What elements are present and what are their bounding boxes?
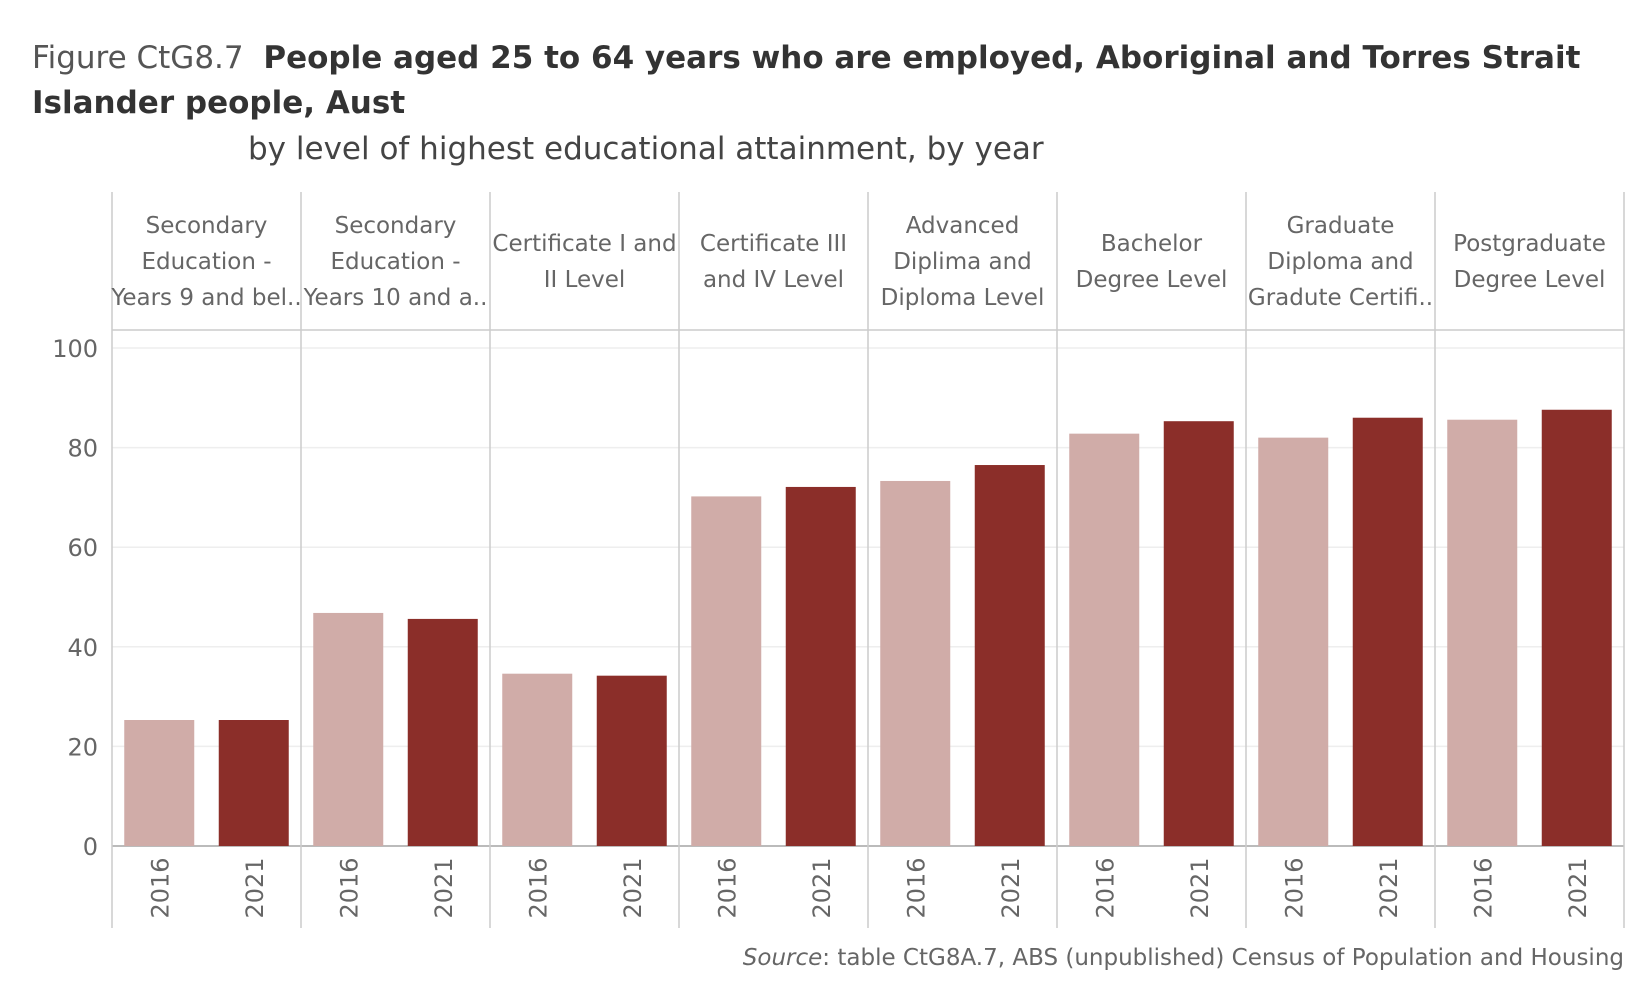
x-year-label: 2021 bbox=[997, 857, 1025, 918]
bar-2016 bbox=[124, 720, 195, 846]
category-label: Degree Level bbox=[1076, 267, 1228, 293]
bar-2021 bbox=[785, 486, 856, 846]
x-year-label: 2016 bbox=[335, 857, 363, 918]
bar-2021 bbox=[974, 465, 1045, 846]
x-year-label: 2016 bbox=[1091, 857, 1119, 918]
chart-title-block: Figure CtG8.7 People aged 25 to 64 years… bbox=[32, 36, 1612, 126]
bar-2021 bbox=[1163, 421, 1234, 846]
source-note: Source: table CtG8A.7, ABS (unpublished)… bbox=[743, 945, 1624, 971]
x-year-label: 2021 bbox=[430, 857, 458, 918]
x-year-label: 2016 bbox=[902, 857, 930, 918]
category-label: Postgraduate bbox=[1453, 231, 1606, 257]
x-year-label: 2016 bbox=[146, 857, 174, 918]
x-year-label: 2021 bbox=[1564, 857, 1592, 918]
x-year-label: 2021 bbox=[1375, 857, 1403, 918]
category-label: Secondary bbox=[146, 213, 268, 239]
y-tick-label: 100 bbox=[52, 335, 98, 363]
y-tick-label: 0 bbox=[83, 833, 98, 861]
category-label: Education - bbox=[141, 249, 271, 275]
category-label: Bachelor bbox=[1101, 231, 1203, 257]
bar-2021 bbox=[1352, 417, 1423, 846]
bar-2016 bbox=[1069, 433, 1140, 846]
category-label: Education - bbox=[330, 249, 460, 275]
category-label: Graduate bbox=[1287, 213, 1395, 239]
category-label: Degree Level bbox=[1454, 267, 1606, 293]
bar-2016 bbox=[502, 673, 573, 846]
bar-2016 bbox=[1447, 419, 1518, 846]
category-label: Diploma Level bbox=[881, 285, 1045, 311]
category-label: Diploma and bbox=[1267, 249, 1413, 275]
chart-subtitle: by level of highest educational attainme… bbox=[248, 131, 1044, 167]
y-tick-label: 40 bbox=[67, 634, 98, 662]
bar-2016 bbox=[880, 480, 951, 846]
category-label: and IV Level bbox=[703, 267, 844, 293]
x-year-label: 2021 bbox=[241, 857, 269, 918]
bar-2016 bbox=[691, 496, 762, 846]
y-tick-label: 80 bbox=[67, 435, 98, 463]
bar-2021 bbox=[596, 675, 667, 846]
category-label: II Level bbox=[544, 267, 626, 293]
bar-2021 bbox=[407, 618, 478, 846]
category-label: Secondary bbox=[335, 213, 457, 239]
source-text: : table CtG8A.7, ABS (unpublished) Censu… bbox=[822, 945, 1624, 971]
y-tick-label: 60 bbox=[67, 534, 98, 562]
bar-2016 bbox=[1258, 437, 1329, 846]
chart-title: Figure CtG8.7 People aged 25 to 64 years… bbox=[32, 36, 1612, 126]
x-year-label: 2016 bbox=[1469, 857, 1497, 918]
category-label: Diplima and bbox=[893, 249, 1032, 275]
bar-2016 bbox=[313, 612, 384, 846]
x-year-label: 2021 bbox=[619, 857, 647, 918]
x-year-label: 2016 bbox=[713, 857, 741, 918]
category-label: Certificate III bbox=[700, 231, 847, 257]
category-label: Years 9 and bel.. bbox=[110, 285, 301, 311]
category-label: Certificate I and bbox=[492, 231, 676, 257]
category-label: Advanced bbox=[906, 213, 1020, 239]
x-year-label: 2016 bbox=[1280, 857, 1308, 918]
chart-title-text: People aged 25 to 64 years who are emplo… bbox=[32, 40, 1581, 121]
source-label: Source bbox=[742, 945, 823, 971]
y-tick-label: 20 bbox=[67, 733, 98, 761]
x-year-label: 2021 bbox=[1186, 857, 1214, 918]
bar-2021 bbox=[1541, 409, 1612, 846]
figure-number: Figure CtG8.7 bbox=[32, 40, 244, 76]
x-year-label: 2016 bbox=[524, 857, 552, 918]
x-year-label: 2021 bbox=[808, 857, 836, 918]
category-label: Gradute Certifi.. bbox=[1248, 285, 1433, 311]
bar-2021 bbox=[218, 720, 289, 846]
category-label: Years 10 and a.. bbox=[303, 285, 488, 311]
